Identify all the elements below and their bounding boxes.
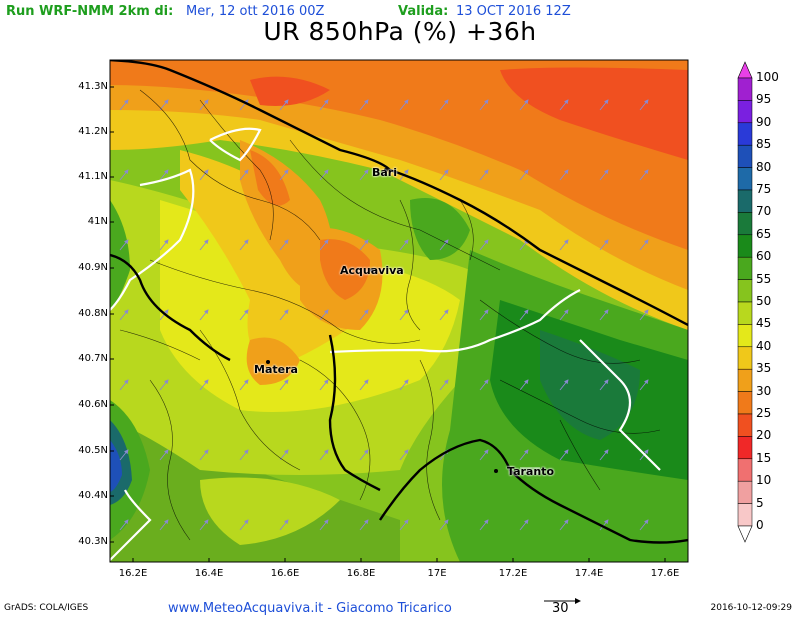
colorbar-swatch: [737, 279, 753, 303]
colorbar-label: 80: [756, 159, 772, 174]
humidity-field: [110, 60, 688, 562]
colorbar-swatch: [737, 234, 753, 258]
city-markers: [266, 168, 498, 473]
lon-tick-label: 16.6E: [270, 568, 300, 579]
colorbar-top-arrow: [737, 61, 753, 79]
colorbar-bottom-arrow: [737, 525, 753, 543]
colorbar-label: 20: [756, 428, 772, 443]
regional-boundaries: [110, 127, 661, 561]
colorbar-swatch: [737, 189, 753, 213]
colorbar-label: 45: [756, 316, 772, 331]
colorbar-swatch: [737, 413, 753, 437]
valid-label: Valida:: [398, 4, 449, 19]
colorbar-label: 85: [756, 137, 772, 152]
lat-tick-label: 40.3N: [78, 536, 108, 547]
lon-tick-label: 17.6E: [650, 568, 680, 579]
coastline: [110, 60, 688, 544]
lat-tick-label: 40.9N: [78, 262, 108, 273]
colorbar-swatch: [737, 167, 753, 191]
colorbar-swatch: [737, 324, 753, 348]
lon-tick-label: 16.8E: [346, 568, 376, 579]
colorbar-label: 60: [756, 249, 772, 264]
colorbar-swatch: [737, 436, 753, 460]
plot-frame: [109, 59, 689, 563]
colorbar: [737, 61, 753, 543]
colorbar-swatch: [737, 346, 753, 370]
colorbar-swatch: [737, 77, 753, 101]
city-label-acquaviva: Acquaviva: [340, 264, 404, 277]
colorbar-swatch: [737, 256, 753, 280]
run-label: Run WRF-NMM 2km di:: [6, 4, 174, 19]
colorbar-swatch: [737, 122, 753, 146]
site-credit: www.MeteoAcquaviva.it - Giacomo Tricaric…: [168, 601, 452, 616]
lat-tick-label: 40.4N: [78, 490, 108, 501]
colorbar-swatch: [737, 301, 753, 325]
colorbar-label: 55: [756, 271, 772, 286]
colorbar-label: 35: [756, 361, 772, 376]
lon-tick-label: 17.2E: [498, 568, 528, 579]
lat-tick-label: 41.1N: [78, 171, 108, 182]
colorbar-label: 75: [756, 182, 772, 196]
lat-tick-label: 40.8N: [78, 308, 108, 319]
city-label-taranto: Taranto: [507, 465, 555, 478]
colorbar-swatch: [737, 503, 753, 527]
lat-tick-label: 41.3N: [78, 81, 108, 92]
colorbar-label: 90: [756, 114, 772, 129]
colorbar-swatch: [737, 458, 753, 482]
colorbar-label: 15: [756, 450, 772, 465]
lat-tick-label: 40.7N: [78, 353, 108, 364]
colorbar-label: 40: [756, 338, 772, 353]
colorbar-label: 100: [756, 70, 779, 84]
lat-tick-label: 41N: [87, 216, 108, 227]
valid-date: 13 OCT 2016 12Z: [456, 4, 571, 19]
lon-tick-label: 16.2E: [118, 568, 148, 579]
lat-tick-label: 40.6N: [78, 399, 108, 410]
colorbar-swatch: [737, 212, 753, 236]
lat-tick-label: 40.5N: [78, 445, 108, 456]
lat-tick-label: 41.2N: [78, 126, 108, 137]
grads-credit: GrADS: COLA/IGES: [4, 603, 89, 613]
colorbar-swatch: [737, 144, 753, 168]
colorbar-label: 30: [756, 383, 772, 398]
lon-tick-label: 17.4E: [574, 568, 604, 579]
colorbar-label: 65: [756, 226, 772, 241]
colorbar-label: 5: [756, 495, 764, 510]
wind-vectors: [119, 99, 649, 531]
map-title: UR 850hPa (%) +36h: [263, 17, 537, 46]
colorbar-swatch: [737, 480, 753, 504]
colorbar-label: 70: [756, 204, 772, 219]
colorbar-label: 50: [756, 294, 772, 308]
city-label-matera: Matera: [254, 363, 298, 376]
city-label-bari: Bari: [372, 166, 398, 179]
lon-tick-label: 17E: [427, 568, 447, 579]
colorbar-label: 95: [756, 92, 772, 107]
colorbar-label: 10: [756, 473, 772, 488]
lon-tick-label: 16.4E: [194, 568, 224, 579]
colorbar-swatch: [737, 368, 753, 392]
axis-ticks: [110, 86, 666, 562]
colorbar-label: 0: [756, 518, 764, 532]
generation-timestamp: 2016-10-12-09:29: [710, 603, 793, 613]
run-date: Mer, 12 ott 2016 00Z: [186, 4, 325, 19]
colorbar-swatch: [737, 391, 753, 415]
municipal-boundaries: [119, 89, 661, 541]
reference-vector-value: 30: [552, 601, 569, 616]
colorbar-swatch: [737, 100, 753, 124]
colorbar-label: 25: [756, 406, 772, 420]
